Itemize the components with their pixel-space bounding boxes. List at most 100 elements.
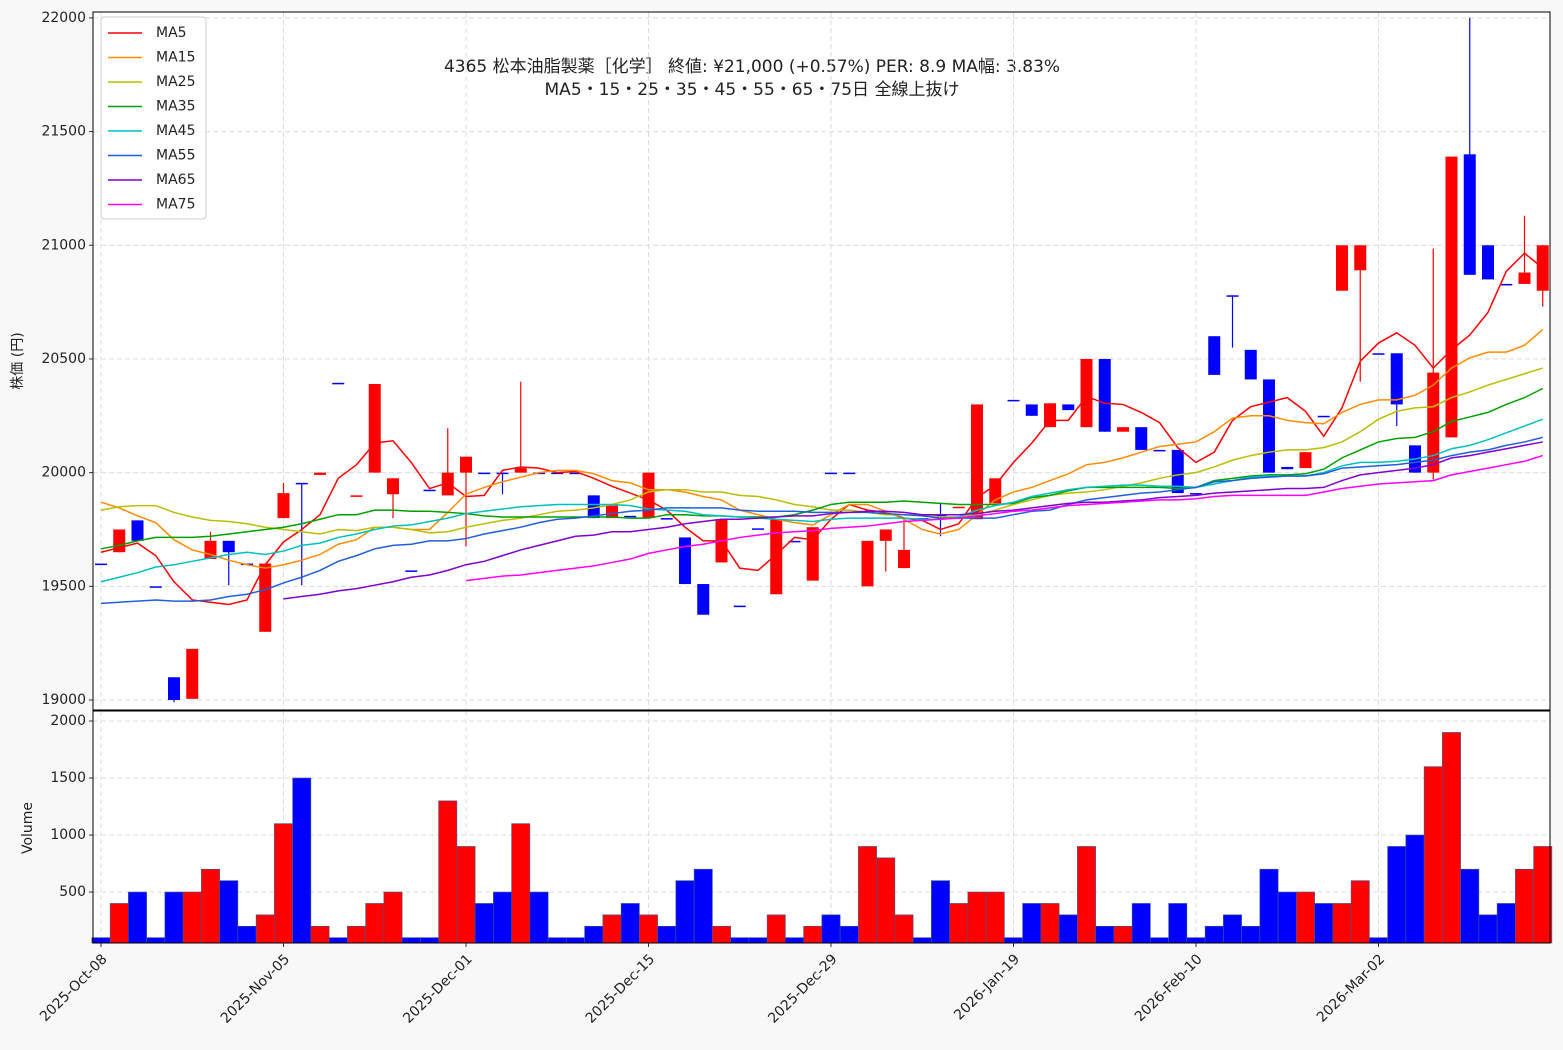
candle-body <box>423 489 436 492</box>
candle-body <box>1062 404 1075 411</box>
y-axis-label: 株価 (円) <box>10 332 26 389</box>
volume-bar <box>748 937 768 944</box>
candle-body <box>1299 452 1312 469</box>
volume-bar <box>1168 903 1188 944</box>
y-tick-label: 19000 <box>41 692 86 708</box>
candle-body <box>660 518 673 520</box>
candle-body <box>624 515 637 518</box>
candle-body <box>569 472 582 475</box>
volume-bar <box>1350 880 1370 944</box>
volume-bar <box>328 937 348 944</box>
legend-box <box>100 16 207 220</box>
candle-body <box>879 529 892 541</box>
candle-body <box>149 586 162 588</box>
volume-bar <box>1460 868 1480 944</box>
volume-bar <box>730 937 750 944</box>
x-tick-label: 2025-Dec-29 <box>765 951 840 1026</box>
y-tick-label: 1500 <box>50 770 86 786</box>
candle-body <box>131 520 144 541</box>
candle-body <box>259 563 272 632</box>
candle-body <box>186 648 199 699</box>
y-tick-label: 1000 <box>50 827 86 843</box>
legend-label: MA15 <box>156 50 195 66</box>
candle-body <box>350 495 363 497</box>
x-tick-label: 2026-Jan-19 <box>951 951 1023 1023</box>
volume-bar <box>949 903 969 944</box>
volume-bar <box>1113 925 1133 944</box>
candle-body <box>1153 449 1166 452</box>
volume-bar <box>274 823 293 944</box>
volume-bar <box>347 925 366 944</box>
volume-bar <box>182 891 202 944</box>
volume-bar <box>858 846 877 944</box>
volume-bar <box>712 925 731 944</box>
volume-bar <box>894 914 914 944</box>
volume-bar <box>365 903 385 944</box>
volume-bar <box>1332 903 1352 944</box>
volume-bar <box>620 903 640 944</box>
legend-label: MA5 <box>156 25 187 41</box>
volume-bar <box>985 891 1005 944</box>
volume-bar <box>1131 903 1151 944</box>
candle-body <box>952 506 965 509</box>
candle-body <box>752 528 764 530</box>
volume-bar <box>1405 834 1425 944</box>
volume-bar <box>839 925 859 944</box>
ma-line <box>100 387 1544 550</box>
volume-bar <box>146 937 166 944</box>
candle-body <box>1354 245 1367 271</box>
candle-body <box>168 677 180 700</box>
candle-body <box>95 563 107 566</box>
legend-label: MA25 <box>156 74 195 90</box>
volume-axis-label: Volume <box>20 802 36 854</box>
candle-body <box>1372 353 1385 355</box>
volume-bar <box>967 891 987 944</box>
x-tick-label: 2025-Nov-05 <box>218 951 293 1026</box>
volume-bar <box>1387 846 1407 944</box>
candle-body <box>1117 427 1129 432</box>
candle-body <box>332 382 345 385</box>
volume-bar <box>493 891 512 944</box>
volume-bar <box>1533 846 1553 944</box>
volume-bar <box>876 857 896 944</box>
volume-bar <box>1223 914 1242 944</box>
volume-bar <box>785 937 804 944</box>
volume-bar <box>255 914 275 944</box>
candle-body <box>971 404 983 520</box>
volume-bar <box>693 868 713 944</box>
candle-body <box>1281 466 1294 470</box>
volume-bar <box>201 868 220 944</box>
candle-body <box>587 495 600 519</box>
volume-bar <box>1022 903 1042 944</box>
y-tick-label: 21500 <box>41 124 86 140</box>
candle-body <box>1518 272 1531 284</box>
candle-body <box>1390 353 1403 405</box>
x-tick-label: 2026-Feb-10 <box>1132 951 1206 1025</box>
candle-body <box>1135 427 1148 450</box>
volume-bar <box>1277 891 1297 944</box>
candle-body <box>697 584 710 615</box>
x-tick-label: 2025-Dec-01 <box>400 951 475 1026</box>
candle-body <box>314 472 326 475</box>
volume-bar <box>420 937 439 944</box>
candle-body <box>405 570 418 572</box>
candle-body <box>1171 449 1184 494</box>
candle-body <box>514 468 527 473</box>
volume-bar <box>1314 903 1334 944</box>
candle-body <box>478 472 491 475</box>
volume-bar <box>912 937 932 944</box>
candle-body <box>1500 283 1513 286</box>
volume-bar <box>109 903 129 944</box>
volume-bar <box>639 914 658 944</box>
candle-body <box>1044 403 1056 428</box>
volume-bar <box>529 891 549 944</box>
volume-bar <box>91 937 111 944</box>
volume-bar <box>237 925 257 944</box>
volume-bar <box>1423 766 1443 944</box>
chart-title: 4365 松本油脂製薬［化学］ 終値: ¥21,000 (+0.57%) PER… <box>444 57 1060 77</box>
candle-body <box>1244 349 1257 380</box>
candle-body <box>551 472 564 475</box>
volume-bar <box>1241 925 1261 944</box>
legend-label: MA75 <box>156 197 195 213</box>
